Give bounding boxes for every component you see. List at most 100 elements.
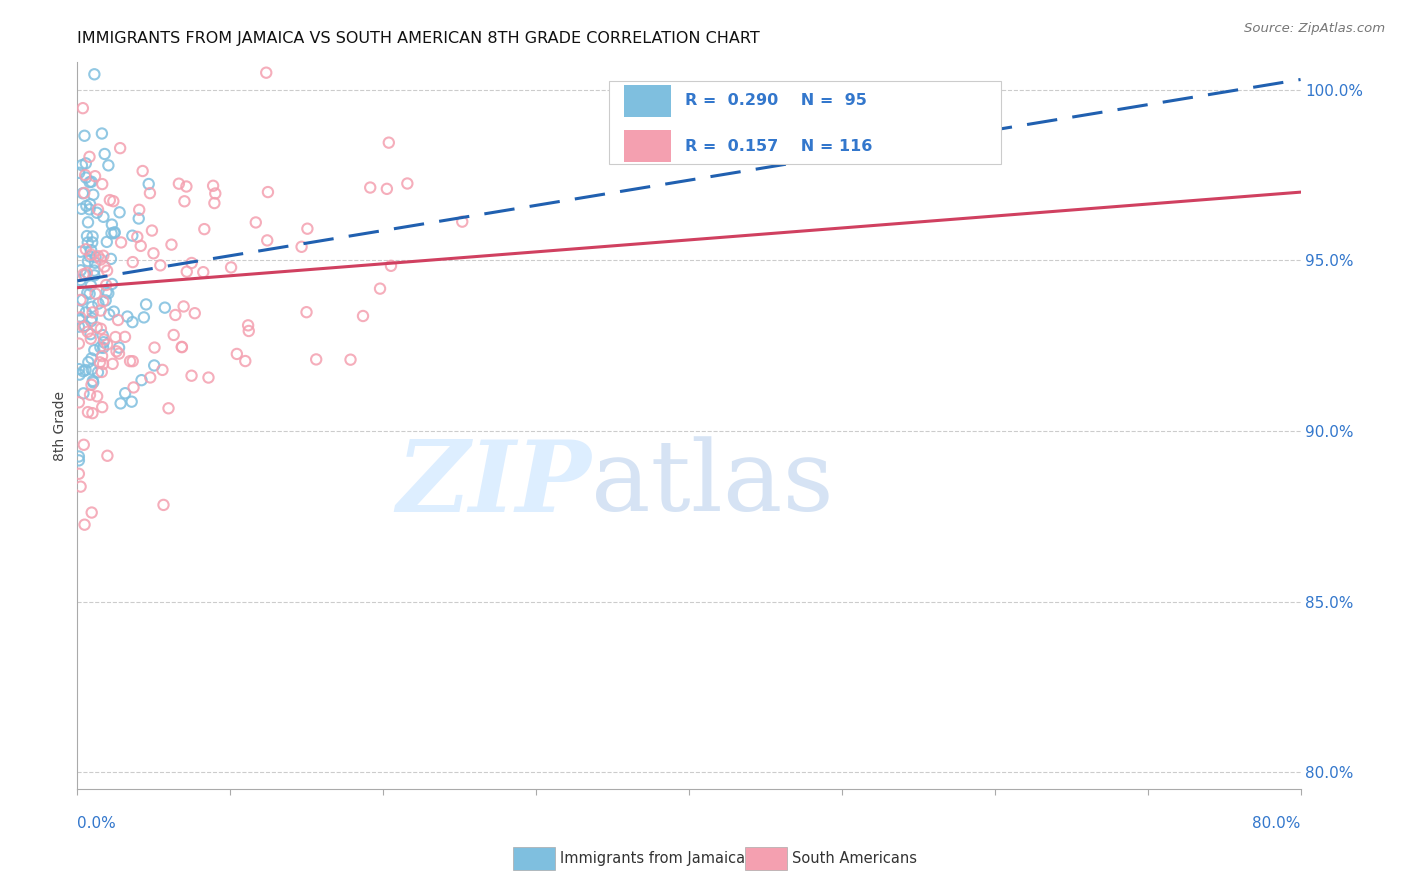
Point bbox=[202, 178, 225, 193]
Text: Immigrants from Jamaica: Immigrants from Jamaica bbox=[560, 851, 745, 865]
Text: Source: ZipAtlas.com: Source: ZipAtlas.com bbox=[1244, 22, 1385, 36]
Point bbox=[122, 380, 145, 394]
Point bbox=[93, 333, 115, 347]
Point bbox=[132, 310, 155, 325]
Point bbox=[121, 255, 143, 269]
Point bbox=[84, 256, 107, 270]
Point bbox=[82, 374, 104, 388]
Point bbox=[90, 322, 112, 336]
Point bbox=[75, 168, 97, 182]
Point bbox=[184, 306, 207, 320]
Point bbox=[163, 328, 186, 343]
Point bbox=[69, 310, 91, 325]
Point bbox=[86, 320, 108, 334]
Point bbox=[83, 343, 105, 358]
Point bbox=[79, 175, 101, 189]
Point bbox=[121, 394, 143, 409]
Point bbox=[93, 147, 115, 161]
Point bbox=[82, 376, 104, 390]
Point bbox=[108, 341, 131, 355]
Point bbox=[67, 450, 90, 464]
Point bbox=[73, 186, 96, 200]
Point bbox=[82, 187, 104, 202]
Point bbox=[75, 363, 97, 377]
Point bbox=[157, 401, 180, 416]
Point bbox=[193, 222, 215, 236]
Point bbox=[76, 285, 98, 300]
Point bbox=[110, 396, 132, 410]
Point bbox=[380, 259, 402, 273]
Point bbox=[139, 186, 162, 200]
Point bbox=[67, 362, 90, 376]
Point bbox=[103, 226, 125, 240]
Point bbox=[83, 67, 105, 81]
Point bbox=[105, 344, 128, 359]
Point bbox=[225, 347, 247, 361]
Point bbox=[118, 354, 141, 368]
Point bbox=[204, 186, 226, 201]
Point bbox=[80, 243, 103, 257]
Y-axis label: 8th Grade: 8th Grade bbox=[53, 391, 67, 461]
Point bbox=[202, 196, 225, 211]
Point bbox=[121, 315, 143, 329]
Point bbox=[254, 65, 277, 79]
Point bbox=[94, 293, 117, 308]
Point bbox=[117, 310, 139, 324]
Point bbox=[76, 229, 98, 244]
Point bbox=[90, 127, 112, 141]
Point bbox=[160, 237, 183, 252]
Point bbox=[84, 250, 107, 264]
Point bbox=[73, 517, 96, 532]
Point bbox=[80, 247, 103, 261]
Point bbox=[128, 202, 150, 217]
Point bbox=[305, 352, 328, 367]
Point bbox=[139, 370, 162, 384]
Point bbox=[69, 293, 91, 307]
Point bbox=[96, 337, 118, 351]
Point bbox=[79, 197, 101, 211]
Point bbox=[96, 285, 118, 299]
Point bbox=[93, 260, 115, 274]
Point bbox=[103, 304, 125, 318]
Point bbox=[257, 185, 280, 199]
Point bbox=[104, 330, 127, 344]
Point bbox=[149, 258, 172, 272]
Point bbox=[79, 387, 101, 401]
Point bbox=[131, 164, 153, 178]
Point bbox=[170, 340, 193, 354]
Text: IMMIGRANTS FROM JAMAICA VS SOUTH AMERICAN 8TH GRADE CORRELATION CHART: IMMIGRANTS FROM JAMAICA VS SOUTH AMERICA… bbox=[77, 31, 761, 46]
Point bbox=[73, 318, 96, 333]
Point bbox=[72, 186, 94, 201]
Point bbox=[75, 305, 97, 319]
Point bbox=[108, 141, 131, 155]
Point bbox=[97, 286, 120, 301]
Point bbox=[69, 273, 91, 287]
Point bbox=[67, 303, 90, 318]
Point bbox=[233, 354, 256, 368]
Point bbox=[80, 311, 103, 326]
Point bbox=[84, 286, 107, 301]
Point bbox=[176, 179, 198, 194]
Point bbox=[143, 359, 166, 373]
Point bbox=[80, 300, 103, 314]
Point bbox=[76, 266, 98, 280]
Point bbox=[297, 221, 319, 235]
Point bbox=[396, 177, 419, 191]
Point bbox=[143, 341, 166, 355]
Point bbox=[72, 267, 94, 281]
Point bbox=[180, 368, 202, 383]
Point bbox=[94, 277, 117, 292]
Point bbox=[80, 351, 103, 366]
Point bbox=[73, 320, 96, 334]
Point bbox=[79, 250, 101, 264]
Point bbox=[80, 175, 103, 189]
Point bbox=[96, 263, 118, 277]
Point bbox=[86, 389, 108, 403]
Point bbox=[67, 336, 90, 351]
Point bbox=[84, 169, 107, 184]
Point bbox=[176, 265, 198, 279]
Point bbox=[87, 365, 110, 379]
Point bbox=[87, 202, 110, 217]
Point bbox=[93, 335, 115, 350]
Point bbox=[152, 363, 174, 377]
